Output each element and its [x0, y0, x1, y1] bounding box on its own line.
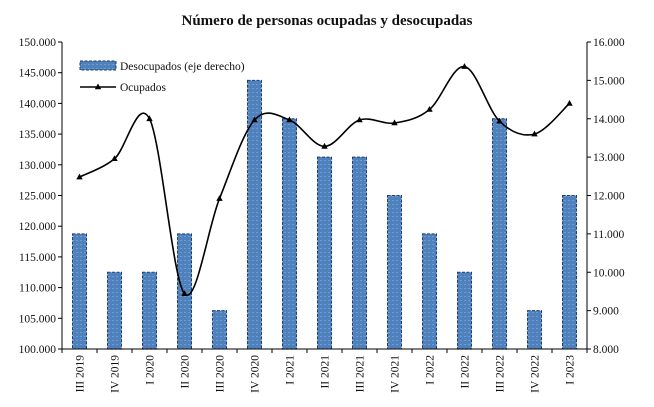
point-10 [426, 106, 433, 112]
x-tick-label-4: III 2020 [215, 355, 227, 393]
right-tick-label-8: 16.000 [593, 37, 625, 49]
point-13 [531, 130, 538, 137]
right-tick-label-7: 15.000 [593, 75, 625, 87]
x-tick-label-2: I 2020 [145, 355, 157, 385]
legend-marker-ocupados [94, 83, 102, 90]
point-11 [461, 63, 468, 69]
bar-13 [527, 310, 542, 350]
bar-series-desocupados [72, 79, 577, 350]
line-series-ocupados [76, 63, 573, 296]
bar-12 [492, 118, 507, 350]
chart-title: Número de personas ocupadas y desocupada… [181, 13, 473, 29]
left-tick-label-8: 140.000 [19, 98, 57, 110]
point-12 [496, 117, 503, 124]
left-tick-label-0: 100.000 [19, 344, 57, 356]
point-9 [391, 119, 398, 126]
x-tick-label-12: III 2022 [495, 355, 507, 393]
right-tick-label-6: 14.000 [593, 114, 625, 126]
line-ocupados-path [79, 65, 571, 296]
point-7 [321, 142, 328, 149]
chart-axes: 100.000 105.000 110.000 115.000 120.000 125.0… [19, 37, 625, 393]
x-tick-label-5: IV 2020 [250, 355, 262, 393]
left-tick-label-1: 105.000 [19, 313, 57, 325]
x-tick-label-11: II 2022 [460, 355, 472, 389]
point-14 [566, 99, 573, 106]
bar-8 [352, 156, 367, 350]
left-tick-label-5: 125.000 [19, 191, 57, 203]
left-tick-label-10: 150.000 [19, 37, 57, 49]
bar-1 [107, 271, 122, 350]
right-tick-label-4: 12.000 [593, 191, 625, 203]
legend-swatch-desocupados [79, 60, 117, 71]
point-4 [216, 195, 223, 201]
left-tick-label-7: 135.000 [19, 129, 57, 141]
x-tick-label-9: IV 2021 [390, 355, 402, 393]
right-tick-label-5: 13.000 [593, 152, 625, 164]
x-tick-label-7: II 2021 [320, 355, 332, 389]
right-tick-label-1: 9.000 [593, 306, 619, 318]
point-2 [146, 115, 153, 122]
right-tick-label-0: 8.000 [593, 344, 619, 356]
left-tick-label-6: 130.000 [19, 160, 57, 172]
point-0 [76, 173, 83, 180]
bar-4 [212, 310, 227, 350]
x-tick-label-13: IV 2022 [530, 355, 542, 393]
bar-7 [317, 156, 332, 350]
point-5 [251, 116, 258, 123]
chart-legend: Desocupados (eje derecho) Ocupados [79, 60, 245, 94]
bar-6 [282, 118, 297, 350]
bar-10 [422, 233, 437, 350]
bar-0 [72, 233, 87, 350]
x-tick-label-6: I 2021 [285, 355, 297, 385]
x-tick-label-3: II 2020 [180, 355, 192, 389]
bar-11 [457, 271, 472, 350]
x-tick-label-0: III 2019 [75, 355, 87, 393]
bar-14 [562, 195, 577, 350]
x-tick-label-8: III 2021 [355, 355, 367, 393]
point-8 [356, 116, 363, 123]
point-3 [181, 290, 188, 296]
bar-2 [142, 271, 157, 350]
legend-label-ocupados: Ocupados [120, 82, 167, 94]
x-tick-label-10: I 2022 [425, 355, 437, 385]
legend-label-desocupados: Desocupados (eje derecho) [120, 61, 245, 73]
left-tick-label-9: 145.000 [19, 68, 57, 80]
point-6 [286, 116, 293, 123]
right-tick-label-3: 11.000 [593, 229, 624, 241]
left-tick-label-2: 110.000 [19, 283, 56, 295]
bar-9 [387, 195, 402, 350]
left-tick-label-4: 120.000 [19, 221, 57, 233]
point-1 [111, 155, 118, 161]
left-tick-label-3: 115.000 [19, 252, 56, 264]
right-tick-label-2: 10.000 [593, 267, 625, 279]
x-tick-label-14: I 2023 [565, 355, 577, 385]
x-tick-label-1: IV 2019 [110, 355, 122, 393]
